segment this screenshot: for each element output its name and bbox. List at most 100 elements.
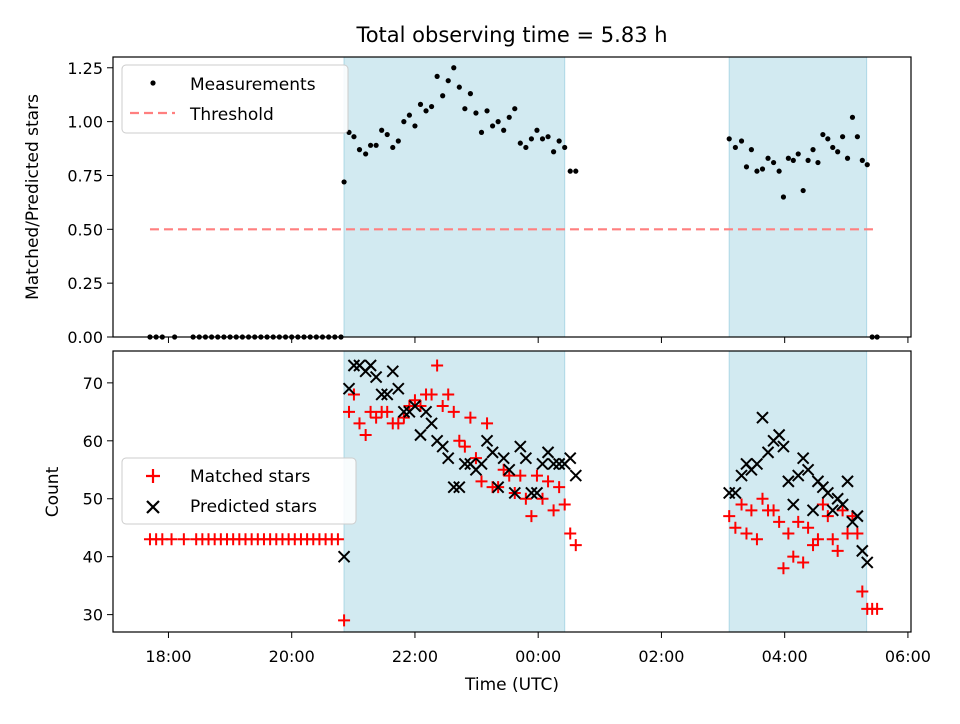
measurement-point (341, 179, 347, 185)
matched-star-point (756, 492, 769, 505)
measurement-point (367, 142, 374, 148)
measurement-point (379, 127, 385, 133)
measurement-point (790, 157, 796, 163)
measurement-point (864, 162, 870, 168)
measurement-point (754, 168, 760, 174)
matched-star-point (458, 440, 471, 453)
predicted-star-point (826, 504, 839, 517)
predicted-star-point (514, 440, 527, 453)
top-y-tick-label: 0.50 (67, 220, 103, 239)
predicted-star-point (836, 498, 849, 511)
predicted-star-point (386, 365, 399, 378)
matched-star-point (353, 417, 366, 430)
top-x-ticks (167, 337, 909, 343)
predicted-star-point (497, 451, 510, 465)
predicted-star-point (735, 469, 748, 482)
predicted-star-point (475, 457, 488, 471)
predicted-star-point (480, 434, 494, 448)
measurement-point (849, 114, 856, 120)
measurement-point (512, 106, 518, 112)
top-y-tick-label: 0.00 (67, 328, 103, 347)
measurement-point (830, 144, 836, 151)
predicted-star-point (347, 359, 361, 372)
figure-title: Total observing time = 5.83 h (355, 23, 667, 47)
legend-predicted-marker (146, 500, 160, 514)
matched-star-point (792, 515, 805, 528)
predicted-star-point (821, 486, 835, 500)
predicted-star-point (787, 498, 800, 511)
measurement-point (840, 134, 846, 140)
predicted-star-point (436, 440, 449, 453)
measurement-point (743, 164, 750, 170)
predicted-star-point (806, 504, 820, 517)
matched-star-point (569, 539, 582, 552)
matched-star-point (414, 400, 427, 413)
matched-star-point (871, 602, 884, 615)
matched-star-point (729, 521, 742, 534)
predicted-star-point (841, 475, 854, 488)
matched-star-point (802, 521, 815, 534)
measurement-point (428, 103, 435, 110)
matched-star-point (723, 510, 736, 523)
matched-star-point (392, 417, 405, 430)
x-tick-label: 02:00 (638, 647, 684, 666)
matched-star-point (558, 498, 571, 511)
matched-star-point (338, 614, 351, 627)
measurement-point (738, 138, 745, 144)
measurement-point (440, 93, 446, 99)
measurement-point (406, 112, 412, 118)
predicted-star-point (375, 388, 388, 401)
legend-measurement-marker (150, 80, 156, 86)
predicted-star-point (337, 550, 351, 563)
predicted-star-point (342, 382, 356, 395)
matched-star-point (831, 544, 844, 557)
matched-star-point (811, 533, 824, 546)
matched-star-point (177, 533, 190, 546)
x-tick-label: 22:00 (392, 647, 438, 666)
measurement-point (506, 114, 512, 120)
matched-star-point (381, 405, 394, 418)
matched-star-point (740, 527, 753, 540)
predicted-star-point (552, 457, 566, 471)
measurement-point (445, 78, 451, 84)
predicted-star-point (408, 399, 422, 413)
matched-star-point (331, 533, 344, 546)
bottom-y-tick-label: 50 (83, 490, 103, 509)
measurement-point (528, 136, 535, 142)
matched-star-point (364, 405, 377, 418)
measurement-point (732, 144, 738, 151)
measurement-point (844, 155, 851, 161)
measurement-point (401, 119, 407, 125)
measurement-point (417, 101, 424, 107)
bottom-y-ticks: 30 40 50 60 70 (83, 374, 113, 625)
predicted-star-point (761, 446, 775, 459)
measurement-point (412, 123, 418, 129)
x-axis-label: Time (UTC) (464, 675, 559, 695)
measurement-point (805, 157, 811, 163)
x-tick-label: 20:00 (269, 647, 315, 666)
top-legend: Measurements Threshold (121, 64, 349, 134)
predicted-star-point (525, 486, 538, 500)
top-shaded-intervals (343, 56, 868, 338)
legend-threshold-label: Threshold (189, 105, 274, 125)
top-measurement-points (147, 65, 880, 340)
measurement-point (390, 144, 396, 151)
matched-star-point (436, 400, 449, 413)
bottom-panel: 30 40 50 60 70 18:00 20:00 22:00 00:00 02:00 04:0… (43, 350, 931, 695)
top-shaded-interval (728, 56, 868, 338)
predicted-star-point (530, 486, 544, 500)
bottom-matched-points (143, 359, 884, 627)
matched-star-point (856, 585, 869, 598)
legend-matched-marker (146, 469, 160, 483)
matched-star-point (547, 504, 560, 517)
matched-star-point (851, 527, 864, 540)
bottom-y-tick-label: 40 (83, 548, 103, 567)
top-y-ticks: 0.00 0.25 0.50 0.75 1.00 1.25 (67, 59, 113, 347)
predicted-star-point (750, 457, 764, 471)
x-tick-label: 18:00 (145, 647, 191, 666)
predicted-star-point (569, 469, 582, 482)
measurement-point (473, 110, 479, 116)
legend-matched-label: Matched stars (190, 467, 310, 487)
measurement-point (534, 127, 540, 133)
